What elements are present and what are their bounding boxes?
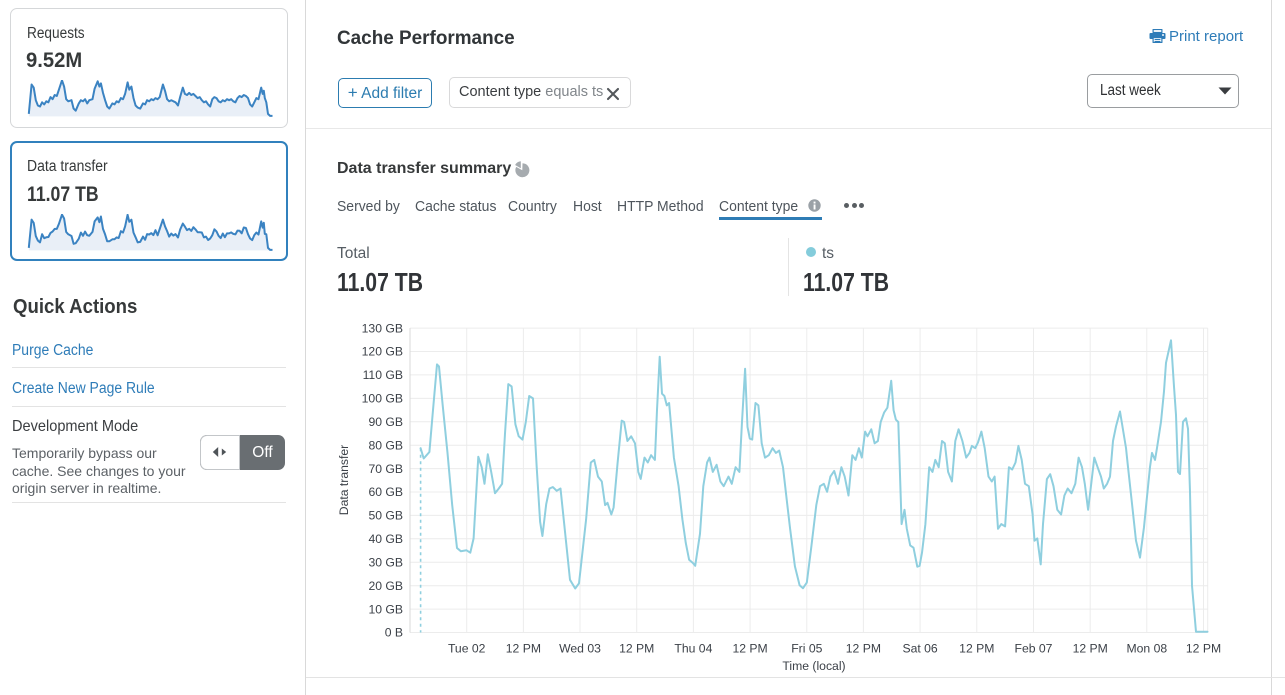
svg-text:10 GB: 10 GB (368, 602, 403, 616)
svg-text:130 GB: 130 GB (362, 321, 403, 335)
svg-text:Wed 03: Wed 03 (559, 642, 601, 656)
svg-text:40 GB: 40 GB (368, 532, 403, 546)
svg-text:0 B: 0 B (385, 626, 403, 640)
svg-text:Tue 02: Tue 02 (448, 642, 486, 656)
svg-text:12 PM: 12 PM (846, 642, 881, 656)
svg-text:12 PM: 12 PM (619, 642, 654, 656)
svg-text:110 GB: 110 GB (363, 368, 403, 382)
svg-text:Sat 06: Sat 06 (902, 642, 937, 656)
svg-text:12 PM: 12 PM (1186, 642, 1221, 656)
svg-text:Time (local): Time (local) (782, 659, 845, 673)
svg-text:60 GB: 60 GB (368, 485, 403, 499)
svg-text:Feb 07: Feb 07 (1015, 642, 1053, 656)
svg-text:12 PM: 12 PM (959, 642, 994, 656)
svg-text:50 GB: 50 GB (368, 509, 403, 523)
svg-text:70 GB: 70 GB (368, 462, 403, 476)
svg-text:12 PM: 12 PM (506, 642, 541, 656)
svg-text:120 GB: 120 GB (362, 345, 403, 359)
svg-text:Mon 08: Mon 08 (1126, 642, 1167, 656)
svg-text:12 PM: 12 PM (732, 642, 767, 656)
svg-text:20 GB: 20 GB (368, 579, 403, 593)
svg-text:12 PM: 12 PM (1073, 642, 1108, 656)
svg-text:Thu 04: Thu 04 (674, 642, 712, 656)
svg-text:100 GB: 100 GB (362, 392, 403, 406)
svg-text:90 GB: 90 GB (368, 415, 403, 429)
svg-text:80 GB: 80 GB (368, 438, 403, 452)
svg-text:30 GB: 30 GB (368, 556, 403, 570)
svg-text:Data transfer: Data transfer (337, 445, 351, 515)
svg-text:Fri 05: Fri 05 (791, 642, 822, 656)
